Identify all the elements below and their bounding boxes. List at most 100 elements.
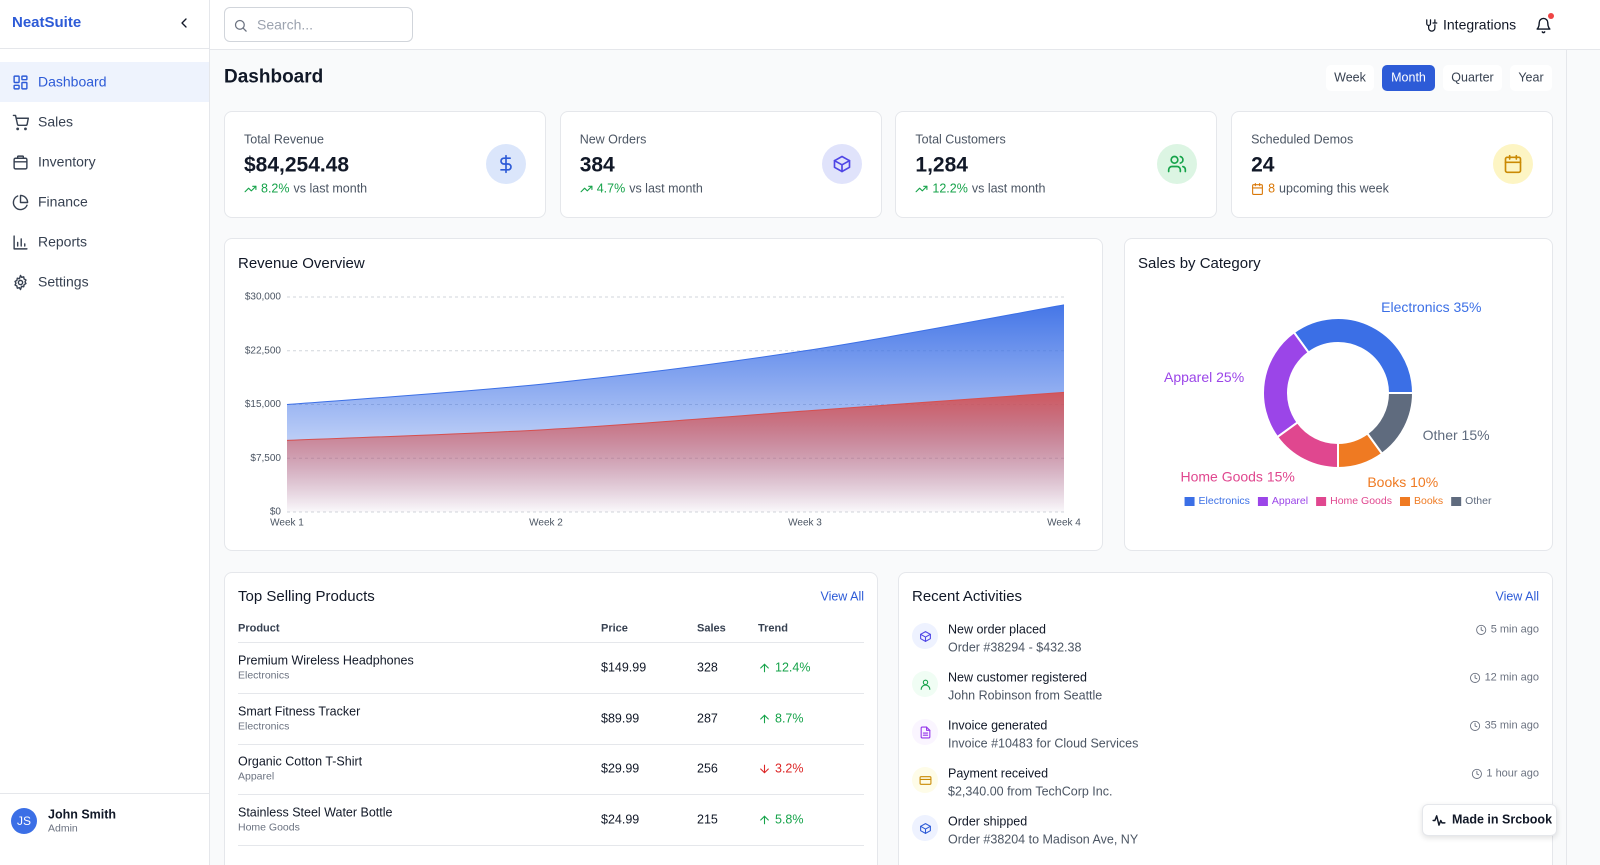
period-label[interactable]: Week (1334, 70, 1366, 85)
table-header-border (238, 642, 864, 643)
period-label[interactable]: Quarter (1451, 70, 1494, 85)
stat-icon (833, 155, 851, 173)
period-button[interactable] (1443, 65, 1502, 91)
row-border (238, 844, 864, 846)
icon-part (833, 155, 851, 173)
stat-change-note: upcoming this week (1279, 181, 1389, 196)
icon-part (923, 185, 928, 191)
activity-icon (920, 679, 930, 690)
activity-time: 12 min ago (1470, 671, 1539, 684)
avatar (11, 808, 37, 834)
trend-arrow (760, 815, 769, 824)
legend-swatch (1316, 497, 1327, 506)
view-all-link[interactable]: View All (820, 589, 864, 604)
sidebar-divider (0, 48, 209, 49)
stat-label: Scheduled Demos (1251, 132, 1354, 147)
badge-content: Made in Srcbook (1432, 813, 1552, 828)
avatar-initials: JS (16, 813, 32, 828)
icon-part (919, 775, 931, 785)
nav-item[interactable]: Finance (38, 193, 88, 210)
clock-icon (1476, 624, 1487, 636)
product-sales: 256 (697, 761, 718, 776)
stat-change-note: vs last month (629, 181, 703, 196)
user-role: Admin (48, 822, 78, 835)
row-border (238, 693, 864, 694)
notification-dot (1548, 13, 1554, 19)
product-name: Organic Cotton T-Shirt (238, 754, 363, 769)
nav-item[interactable]: Dashboard (38, 73, 107, 90)
y-tick-label: $15,000 (245, 399, 282, 410)
topbar (210, 0, 1600, 50)
clock-icon (1471, 768, 1482, 780)
pie-label: Home Goods 15% (1180, 468, 1294, 484)
icon-part (922, 726, 930, 736)
chart-title: Revenue Overview (238, 255, 365, 272)
icon-part (181, 18, 187, 28)
nav-item[interactable]: Sales (38, 113, 74, 130)
icon-part (1252, 183, 1264, 189)
activity-title: Order shipped (948, 814, 1028, 829)
nav-item[interactable]: Reports (38, 233, 88, 250)
x-tick-label: Week 4 (1047, 518, 1081, 529)
icon-part (833, 159, 851, 173)
period-label[interactable]: Month (1391, 70, 1426, 85)
activity-time-text: 1 hour ago (1486, 767, 1539, 780)
period-button[interactable] (1326, 65, 1374, 91)
trend-arrow (760, 663, 769, 673)
icon-part (12, 114, 29, 126)
search-icon (234, 19, 247, 32)
pie-label: Books 10% (1367, 474, 1438, 490)
product-name: Premium Wireless Headphones (238, 653, 414, 668)
activity-detail: Invoice #10483 for Cloud Services (948, 736, 1139, 751)
collapse-button[interactable] (176, 15, 192, 31)
legend-label: Books (1414, 495, 1443, 507)
product-category: Apparel (238, 770, 275, 783)
stat-change-value: 8.2% (261, 181, 290, 196)
icon-part (234, 19, 245, 30)
period-button[interactable] (1382, 65, 1435, 91)
stat-change-value: 4.7% (596, 181, 626, 196)
product-trend: 5.8% (758, 812, 804, 827)
trend-value: 12.4% (775, 660, 811, 675)
notifications-button[interactable] (1535, 17, 1552, 34)
icon-part (1252, 184, 1264, 195)
nav-icon (12, 154, 28, 170)
activity-icon (919, 822, 931, 834)
period-label[interactable]: Year (1518, 70, 1544, 85)
icon-part (919, 630, 931, 642)
trend-value: 3.2% (775, 761, 804, 776)
nav-icon (13, 274, 27, 290)
legend-label: Other (1465, 495, 1492, 507)
column-header: Trend (758, 622, 788, 635)
period-button[interactable] (1510, 65, 1552, 91)
product-category: Electronics (238, 720, 290, 733)
clock-icon (1470, 672, 1481, 684)
clock-icon (1470, 720, 1481, 732)
activity-detail: Order #38204 to Madison Ave, NY (948, 832, 1139, 847)
view-all-link[interactable]: View All (1495, 589, 1539, 604)
nav-item[interactable]: Inventory (38, 153, 96, 170)
product-sales: 287 (697, 711, 718, 725)
x-tick-label: Week 3 (788, 518, 822, 529)
search-box[interactable] (224, 7, 413, 42)
integrations-button[interactable]: Integrations (1443, 16, 1517, 33)
activity-time-text: 12 min ago (1484, 671, 1539, 684)
area-line (286, 304, 1065, 405)
activity-title: Payment received (948, 766, 1049, 781)
icon-part (23, 126, 27, 130)
icon-part (1425, 18, 1437, 32)
nav-item[interactable]: Settings (38, 273, 89, 290)
trend-value: 8.7% (775, 711, 804, 725)
product-category: Electronics (238, 669, 290, 682)
activity-detail: $2,340.00 from TechCorp Inc. (948, 784, 1113, 799)
icon-part (20, 81, 28, 90)
icon-part (920, 726, 930, 738)
badge[interactable] (1422, 804, 1557, 836)
x-tick-label: Week 1 (270, 518, 304, 529)
activity-time-text: 5 min ago (1490, 623, 1539, 636)
stat-change-value: 8 (1268, 181, 1276, 196)
product-name: Smart Fitness Tracker (238, 704, 361, 718)
integrations-icon (1425, 18, 1437, 32)
icon-part (919, 822, 931, 834)
